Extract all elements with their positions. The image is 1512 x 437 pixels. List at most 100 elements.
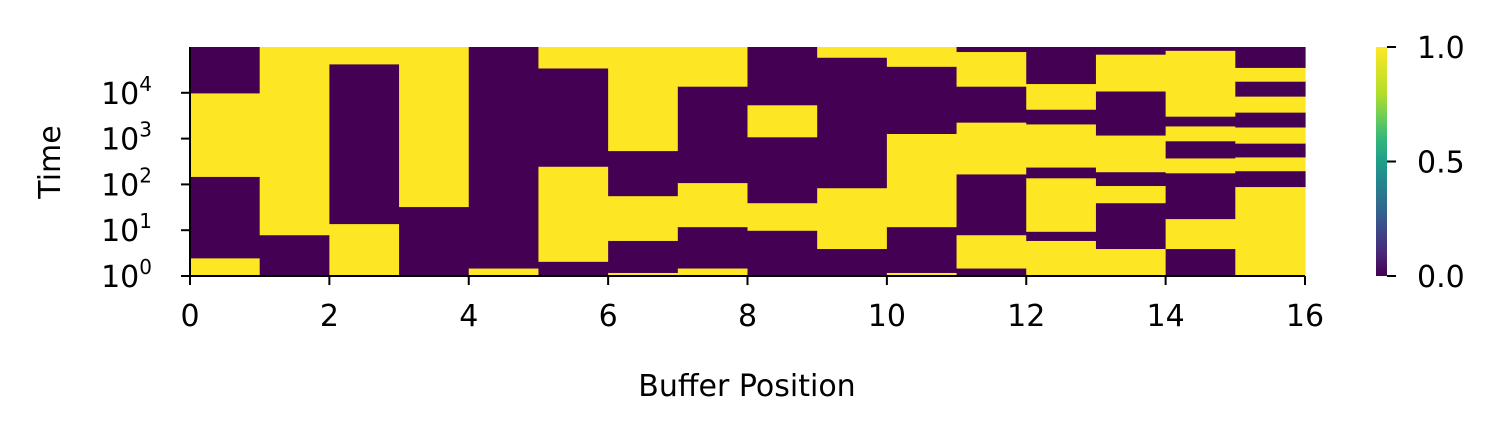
heatmap-cell xyxy=(1235,67,1306,82)
heatmap-cell xyxy=(1235,170,1306,188)
heatmap-cell xyxy=(1026,240,1097,277)
x-tick-label: 8 xyxy=(738,299,757,334)
heatmap-cell xyxy=(1165,172,1236,220)
heatmap-cell xyxy=(608,195,679,241)
heatmap-cell xyxy=(677,47,749,87)
heatmap-cell xyxy=(608,240,679,273)
heatmap-cell xyxy=(190,47,261,94)
x-tick-label: 2 xyxy=(320,299,339,334)
heatmap-cell xyxy=(538,261,609,277)
heatmap-cell xyxy=(1095,185,1167,204)
heatmap-cell xyxy=(538,166,609,262)
heatmap-cell xyxy=(608,47,679,152)
heatmap-cell xyxy=(886,66,958,134)
heatmap-cell xyxy=(817,248,888,277)
heatmap-cell xyxy=(886,226,958,273)
heatmap-cell xyxy=(956,267,1027,277)
heatmap-cell xyxy=(1026,177,1097,232)
x-tick-label: 10 xyxy=(868,299,906,334)
x-tick-label: 12 xyxy=(1007,299,1045,334)
y-axis: 100 101 102 1 0 3 104 xyxy=(101,47,191,295)
heatmap-cell xyxy=(259,47,330,236)
heatmap-cell xyxy=(1235,96,1306,113)
heatmap-cell xyxy=(677,226,749,269)
y-tick-exponent: 4 xyxy=(139,72,152,96)
heatmap-cell xyxy=(956,122,1027,175)
heatmap-cell xyxy=(1235,156,1306,172)
x-axis: 0 2 4 6 8 10 12 14 16 xyxy=(180,275,1324,334)
y-tick-exponent: 3 xyxy=(139,118,152,142)
y-tick-label: 104 xyxy=(101,72,152,112)
heatmap-cell xyxy=(677,86,749,184)
heatmap-cell xyxy=(677,182,749,228)
heatmap-cell xyxy=(608,150,679,197)
colorbar-tick-label: 1.0 xyxy=(1417,31,1465,66)
colorbar-ticks: 0.0 0.5 1.0 xyxy=(1387,31,1465,295)
heatmap-cell xyxy=(1165,140,1236,159)
heatmap-cell xyxy=(1165,157,1236,174)
heatmap-cell xyxy=(747,136,818,204)
x-tick-label: 14 xyxy=(1147,299,1185,334)
heatmap-cells xyxy=(190,47,1306,277)
heatmap-cell xyxy=(1095,47,1167,55)
heatmap-cell xyxy=(817,57,888,189)
heatmap-cell xyxy=(538,67,609,167)
heatmap-cell xyxy=(1165,116,1236,127)
heatmap-cell xyxy=(1026,123,1097,168)
heatmap-cell xyxy=(1235,112,1306,128)
y-tick-exponent: 2 xyxy=(139,163,152,187)
heatmap-cell xyxy=(747,47,818,106)
x-tick-label: 4 xyxy=(459,299,478,334)
colorbar-tick-label: 0.0 xyxy=(1417,260,1465,295)
heatmap-cell xyxy=(1165,218,1236,250)
heatmap-cell xyxy=(747,202,818,231)
y-tick-exponent: 1 xyxy=(139,209,152,233)
y-tick-label: 100 xyxy=(101,255,152,295)
heatmap-cell xyxy=(190,176,261,259)
heatmap-cell xyxy=(677,267,749,277)
heatmap-cell xyxy=(886,47,958,67)
heatmap-cell xyxy=(886,133,958,228)
y-tick-label: 102 xyxy=(101,163,152,203)
heatmap-cell xyxy=(1165,248,1236,277)
heatmap-cell xyxy=(1235,81,1306,97)
heatmap-cell xyxy=(817,187,888,250)
heatmap-cell xyxy=(1095,248,1167,277)
heatmap-cell xyxy=(1026,47,1097,85)
heatmap-cell xyxy=(329,223,400,277)
heatmap-cell xyxy=(1235,126,1306,144)
heatmap-cell xyxy=(1165,47,1236,51)
heatmap-cell xyxy=(468,267,540,277)
heatmap-cell xyxy=(817,47,888,58)
heatmap-cell xyxy=(259,234,330,277)
heatmap-cell xyxy=(1026,166,1097,179)
heatmap-cell xyxy=(956,47,1027,53)
x-tick-label: 6 xyxy=(599,299,618,334)
heatmap-cell xyxy=(1095,54,1167,92)
x-tick-label: 16 xyxy=(1286,299,1324,334)
heatmap-cell xyxy=(1026,83,1097,110)
heatmap-cell xyxy=(956,51,1027,87)
heatmap-cell xyxy=(190,92,261,177)
colorbar-tick-label: 0.5 xyxy=(1417,146,1465,181)
heatmap-cell xyxy=(1235,186,1306,277)
heatmap-cell xyxy=(329,63,400,225)
heatmap-cell xyxy=(608,272,679,277)
heatmap-cell xyxy=(956,173,1027,236)
colorbar: 0.0 0.5 1.0 xyxy=(1376,31,1465,295)
heatmap-cell xyxy=(1095,171,1167,187)
y-tick-exponent: 0 xyxy=(139,255,152,279)
heatmap-cell xyxy=(1026,231,1097,241)
heatmap-cell xyxy=(956,234,1027,269)
heatmap-cell xyxy=(468,47,540,269)
heatmap-cell xyxy=(747,230,818,277)
heatmap-cell xyxy=(538,47,609,69)
heatmap-cell xyxy=(886,272,958,277)
heatmap-cell xyxy=(399,47,470,208)
colorbar-gradient xyxy=(1376,47,1387,276)
heatmap-cell xyxy=(329,47,400,65)
heatmap-cell xyxy=(1095,134,1167,173)
heatmap-cell xyxy=(1165,125,1236,142)
heatmap-cell xyxy=(190,257,261,277)
y-tick-label: 101 xyxy=(101,209,152,249)
